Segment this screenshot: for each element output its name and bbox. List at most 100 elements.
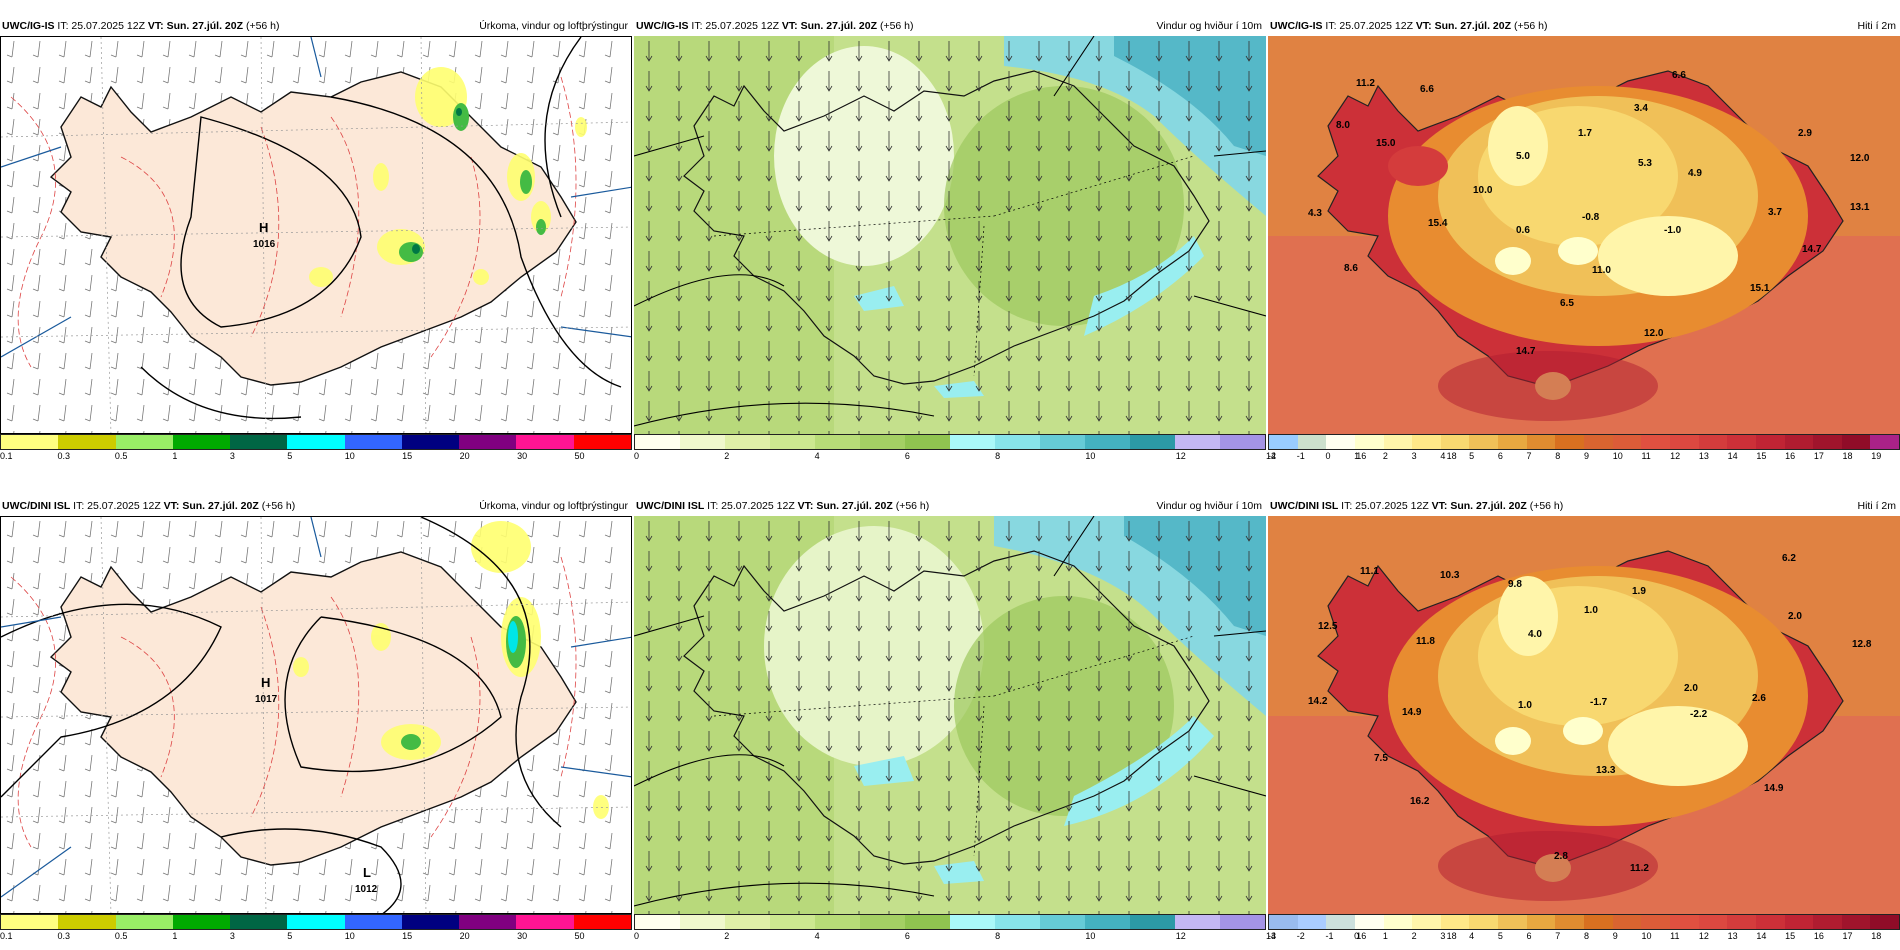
temp-value-label: 11.0: [1592, 265, 1611, 276]
temp-value-label: 3.4: [1634, 103, 1648, 114]
colorbar-swatch: [1755, 915, 1785, 929]
precip-colorbar-labels: 0.1 0.3 0.5 1 3 5 10 15 20 30 50: [0, 451, 632, 463]
temp-value-label: 10.0: [1473, 185, 1493, 196]
colorbar-swatch: [1, 435, 59, 449]
panel-precip-ig: UWC/IG-IS IT: 25.07.2025 12Z VT: Sun. 27…: [0, 0, 632, 462]
colorbar-swatch: [1526, 915, 1556, 929]
colorbar-swatch: [516, 435, 574, 449]
colorbar-swatch: [287, 915, 345, 929]
colorbar-label: -2: [1268, 451, 1277, 461]
colorbar-label: 14: [1266, 931, 1277, 941]
colorbar-label: 2: [1382, 451, 1388, 461]
colorbar-label: 11: [1641, 451, 1651, 461]
colorbar-label: 8: [995, 451, 1001, 461]
colorbar-swatch: [573, 435, 631, 449]
pressure-low-label: L: [363, 865, 371, 880]
panel-wind-dini: UWC/DINI ISL IT: 25.07.2025 12Z VT: Sun.…: [634, 480, 1457, 942]
colorbar-swatch: [401, 915, 460, 929]
colorbar-swatch: [1841, 915, 1871, 929]
colorbar-label: 11: [1670, 931, 1680, 941]
colorbar-label: 7: [1555, 931, 1561, 941]
colorbar-label: 13: [1698, 451, 1709, 461]
temp-value-label: 14.7: [1516, 346, 1536, 357]
colorbar-swatch: [1784, 915, 1814, 929]
temp-value-label: 3.7: [1768, 207, 1782, 218]
colorbar-swatch: [1220, 435, 1265, 449]
temp-value-label: -2.2: [1690, 709, 1708, 720]
colorbar-swatch: [1698, 915, 1728, 929]
colorbar-swatch: [1584, 915, 1613, 929]
colorbar-swatch: [950, 915, 995, 929]
colorbar-label: 17: [1813, 451, 1824, 461]
colorbar-label: 1: [1382, 931, 1388, 941]
panel-title: UWC/DINI ISL IT: 25.07.2025 12Z VT: Sun.…: [1270, 500, 1896, 512]
colorbar-label: 18: [1871, 931, 1882, 941]
colorbar-swatch: [680, 915, 725, 929]
colorbar-label: 0.3: [57, 451, 70, 461]
colorbar-label: -2: [1296, 931, 1305, 941]
colorbar-label: 19: [1871, 451, 1882, 461]
panel-title: UWC/DINI ISL IT: 25.07.2025 12Z VT: Sun.…: [636, 500, 1262, 512]
colorbar-label: 18: [1446, 451, 1457, 461]
colorbar-label: 16: [1356, 931, 1367, 941]
colorbar-swatch: [815, 915, 860, 929]
colorbar-label: 5: [1469, 451, 1475, 461]
colorbar-swatch: [1383, 915, 1413, 929]
temp-value-label: 14.7: [1802, 244, 1822, 255]
temp-value-label: 5.3: [1638, 158, 1652, 169]
colorbar-label: 4: [1469, 931, 1475, 941]
colorbar-label: 1: [1354, 451, 1360, 461]
panel-precip-dini: UWC/DINI ISL IT: 25.07.2025 12Z VT: Sun.…: [0, 480, 632, 942]
wind-map: [634, 516, 1266, 914]
colorbar-label: 13: [1727, 931, 1738, 941]
colorbar-label: 18: [1842, 451, 1853, 461]
colorbar-label: 10: [1085, 931, 1096, 941]
colorbar-swatch: [635, 915, 680, 929]
colorbar-swatch: [1175, 915, 1220, 929]
colorbar-swatch: [1220, 915, 1265, 929]
colorbar-label: 2: [724, 931, 730, 941]
colorbar-label: 0.5: [114, 931, 128, 941]
panel-title: UWC/DINI ISL IT: 25.07.2025 12Z VT: Sun.…: [2, 500, 628, 512]
colorbar-swatch: [1469, 915, 1499, 929]
colorbar-swatch: [1354, 915, 1384, 929]
temp-value-label: 6.6: [1672, 70, 1686, 81]
precip-map: H 1016: [0, 36, 632, 434]
colorbar-swatch: [1269, 915, 1298, 929]
colorbar-swatch: [725, 915, 770, 929]
temp-value-label: 12.0: [1644, 328, 1664, 339]
colorbar-swatch: [905, 915, 950, 929]
colorbar-swatch: [230, 915, 288, 929]
colorbar-label: 10: [344, 931, 355, 941]
colorbar-label: 16: [1356, 451, 1367, 461]
colorbar-label: 5: [1497, 931, 1503, 941]
colorbar-label: 20: [459, 451, 470, 461]
temp-value-label: 13.1: [1850, 202, 1870, 213]
colorbar-swatch: [770, 915, 815, 929]
colorbar-swatch: [1841, 435, 1871, 449]
temp-value-label: 14.9: [1764, 783, 1784, 794]
colorbar-label: 15: [402, 451, 413, 461]
wind-colorbar-labels: 0 2 4 6 8 10 12 14 16 18: [634, 451, 1457, 463]
temp-value-label: 11.2: [1356, 78, 1375, 89]
colorbar-label: 15: [402, 931, 413, 941]
colorbar-swatch: [172, 915, 231, 929]
colorbar-swatch: [860, 915, 905, 929]
colorbar-swatch: [1784, 435, 1814, 449]
colorbar-label: 6: [1497, 451, 1503, 461]
colorbar-label: 2: [724, 451, 730, 461]
temp-value-label: 4.9: [1688, 168, 1702, 179]
colorbar-swatch: [995, 915, 1040, 929]
temp-value-label: 1.0: [1518, 700, 1532, 711]
wind-colorbar: [634, 914, 1266, 930]
colorbar-label: 4: [814, 931, 820, 941]
colorbar-swatch: [459, 435, 517, 449]
colorbar-label: 12: [1698, 931, 1709, 941]
colorbar-swatch: [1755, 435, 1785, 449]
pressure-high-label: H: [261, 675, 270, 690]
colorbar-swatch: [1555, 435, 1585, 449]
colorbar-label: 2: [1411, 931, 1417, 941]
colorbar-label: 6: [904, 931, 910, 941]
temp-colorbar-labels: -2 -1 0 1 2 3 4 5 6 7 8 9 10 11 12 13 14 15 16 17 18 19: [1268, 451, 1900, 463]
temp-value-label: 2.8: [1554, 851, 1568, 862]
